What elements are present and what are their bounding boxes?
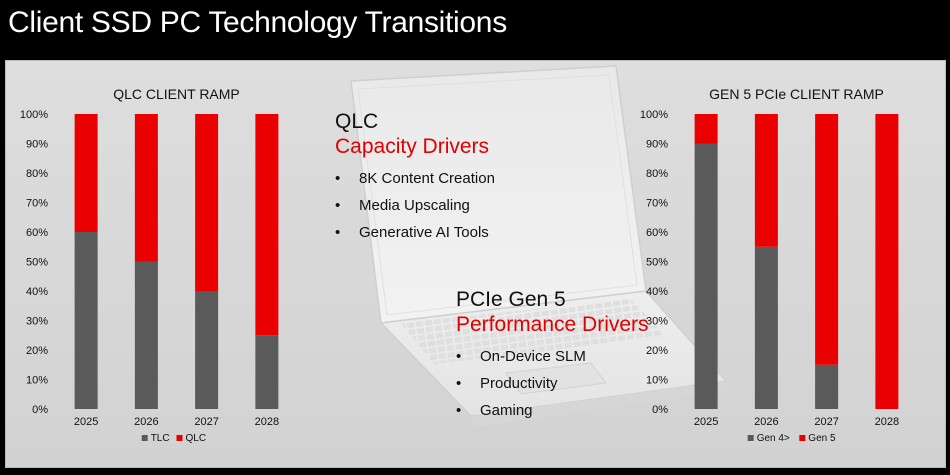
qlc-client-ramp-chart: QLC CLIENT RAMP 0% 10% 20% 30% 40% 50% 60% 70% 80… — [20, 86, 279, 444]
bullet-text: Productivity — [480, 375, 558, 392]
legend-swatch — [141, 435, 148, 441]
capacity-drivers-heading: Capacity Drivers — [335, 135, 490, 158]
pcie-heading: PCIe Gen 5 — [456, 288, 566, 311]
pcie-drivers-block: PCIe Gen 5 Performance Drivers • On-Devic… — [456, 287, 649, 424]
x-tick-label: 2026 — [754, 416, 778, 428]
bar-tlc-2028 — [255, 335, 279, 409]
y-tick-label: 70% — [646, 198, 668, 210]
y-tick-label: 80% — [646, 168, 668, 180]
legend-swatch — [747, 435, 754, 441]
y-tick-label: 40% — [646, 286, 668, 298]
bar-qlc-2028 — [255, 114, 279, 336]
legend-label: QLC — [186, 433, 207, 444]
x-tick-label: 2025 — [74, 416, 98, 428]
list-item: • On-Device SLM — [456, 343, 649, 370]
y-tick-label: 100% — [20, 109, 48, 121]
list-item: • Media Upscaling — [335, 192, 495, 219]
qlc-drivers-block: QLC Capacity Drivers • 8K Content Creatio… — [335, 109, 495, 246]
performance-drivers-heading: Performance Drivers — [456, 313, 649, 336]
y-tick-label: 30% — [26, 316, 48, 328]
y-tick-label: 10% — [26, 375, 48, 387]
bullet-text: Generative AI Tools — [359, 224, 489, 241]
y-tick-label: 20% — [26, 345, 48, 357]
x-tick-label: 2028 — [875, 416, 899, 428]
x-tick-label: 2028 — [255, 416, 279, 428]
list-item: • Gaming — [456, 397, 649, 424]
bullet-icon: • — [456, 348, 462, 365]
slide-title: Client SSD PC Technology Transitions — [8, 6, 507, 39]
bar-gen5-2027 — [815, 114, 839, 365]
laptop-illustration — [350, 65, 728, 427]
bar-gen5-2028 — [875, 114, 899, 409]
y-tick-label: 100% — [640, 109, 668, 121]
y-tick-label: 10% — [646, 375, 668, 387]
bar-tlc-2025 — [74, 232, 98, 409]
y-tick-label: 0% — [32, 404, 48, 416]
bullet-text: On-Device SLM — [480, 348, 586, 365]
legend-label: TLC — [151, 433, 170, 444]
bullet-icon: • — [456, 375, 462, 392]
x-tick-label: 2026 — [134, 416, 158, 428]
bullet-icon: • — [335, 197, 341, 214]
performance-drivers-list: • On-Device SLM • Productivity • Gaming — [456, 343, 649, 424]
legend-label: Gen 4> — [757, 433, 790, 444]
qlc-heading: QLC — [335, 110, 379, 133]
chart-title: GEN 5 PCIe CLIENT RAMP — [709, 86, 884, 102]
y-tick-label: 20% — [646, 345, 668, 357]
bar-gen4-2027 — [815, 364, 839, 409]
bar-qlc-2025 — [74, 114, 98, 232]
list-item: • Generative AI Tools — [335, 219, 495, 246]
x-tick-label: 2027 — [814, 416, 838, 428]
bar-gen4-2026 — [754, 246, 778, 409]
bullet-icon: • — [456, 402, 462, 419]
y-tick-label: 0% — [652, 404, 668, 416]
bar-tlc-2026 — [134, 261, 158, 409]
bullet-icon: • — [335, 170, 341, 187]
chart-title: QLC CLIENT RAMP — [113, 86, 240, 102]
bar-gen4-2025 — [694, 143, 718, 409]
list-item: • 8K Content Creation — [335, 165, 495, 192]
bar-gen5-2026 — [754, 114, 778, 247]
list-item: • Productivity — [456, 370, 649, 397]
y-tick-label: 50% — [26, 257, 48, 269]
y-tick-label: 40% — [26, 286, 48, 298]
y-tick-label: 90% — [26, 139, 48, 151]
bar-tlc-2027 — [195, 291, 219, 409]
gen5-pcie-client-ramp-chart: GEN 5 PCIe CLIENT RAMP 0% 10% 20% 30% 40% 50% 6… — [640, 86, 899, 444]
y-tick-label: 50% — [646, 257, 668, 269]
legend-swatch — [176, 435, 183, 441]
y-tick-label: 30% — [646, 316, 668, 328]
bullet-text: Gaming — [480, 402, 533, 419]
y-tick-label: 80% — [26, 168, 48, 180]
legend-label: Gen 5 — [808, 433, 836, 444]
bar-gen5-2025 — [694, 114, 718, 144]
y-tick-label: 70% — [26, 198, 48, 210]
y-tick-label: 90% — [646, 139, 668, 151]
x-tick-label: 2027 — [194, 416, 218, 428]
bullet-text: Media Upscaling — [359, 197, 470, 214]
x-tick-label: 2025 — [694, 416, 718, 428]
legend-swatch — [799, 435, 806, 441]
bullet-text: 8K Content Creation — [359, 170, 495, 187]
content-panel: QLC CLIENT RAMP 0% 10% 20% 30% 40% 50% 60% 70% 80… — [5, 60, 946, 468]
y-tick-label: 60% — [646, 227, 668, 239]
y-tick-label: 60% — [26, 227, 48, 239]
bar-qlc-2027 — [195, 114, 219, 291]
capacity-drivers-list: • 8K Content Creation • Media Upscaling • G… — [335, 165, 495, 246]
bullet-icon: • — [335, 224, 341, 241]
bar-qlc-2026 — [134, 114, 158, 262]
